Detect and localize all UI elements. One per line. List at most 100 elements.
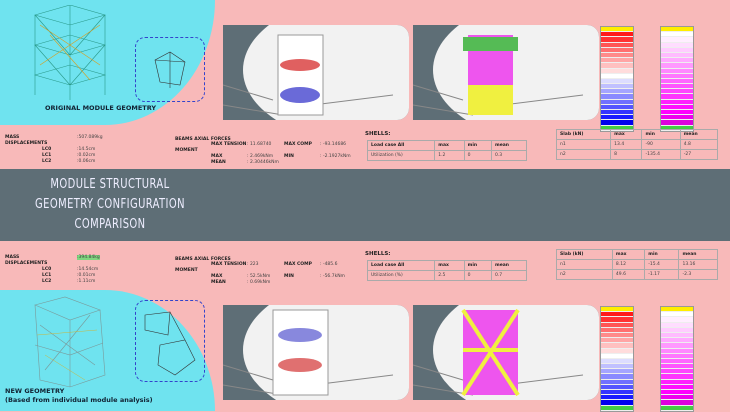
legend-swatch [661,307,693,313]
table-row: Utilization (%) 1.2 0 0.3 [366,150,527,161]
legend-swatch [601,364,633,370]
table-cell: 0 [463,150,493,161]
table-row: n1 13.4 -90 4.8 [555,139,719,150]
max-tension-value: : 11.68740 [247,142,272,147]
legend-swatch [661,42,693,48]
legend-swatch [661,353,693,359]
legend-swatch [661,338,693,344]
legend-swatch [601,369,633,375]
legend-swatch [661,327,693,333]
legend-swatch [661,68,693,74]
table-cell: mean [678,249,718,260]
lc1-value: :0.02cm [77,153,96,158]
lc1-label: LC1 [42,273,52,278]
table-cell: max [434,140,465,151]
table-cell: Load case All [366,260,436,271]
legend-swatch [661,379,693,385]
legend-swatch [601,374,633,380]
max-label: MAX [211,274,223,279]
table-row: Slab (kN) max min mean [556,249,718,260]
legend-swatch [661,348,693,354]
mean-value: : 0.69kNm [247,280,271,285]
table-cell: n2 [556,269,613,280]
min-label: MIN [284,154,294,159]
legend-swatch [601,115,633,121]
beams-label: BEAMS AXIAL FORCES [175,137,231,142]
legend-swatch [661,369,693,375]
new-wireframe [34,296,106,388]
new-label: NEW GEOMETRY [5,387,65,395]
min-label: MIN [284,274,294,279]
legend-swatch [661,120,693,126]
slab-table: Slab (kN) max min mean n1 13.4 -90 4.8 n2 8 -135.4… [555,129,719,160]
legend-swatch [601,317,633,323]
table-cell: Load case All [366,140,436,151]
table-cell: mean [491,260,527,271]
table-cell: mean [491,140,527,151]
legend-swatch [601,327,633,333]
shells-label: SHELLS: [365,131,391,137]
legend-swatch [661,364,693,370]
lc1-value: :0.01cm [77,273,96,278]
lc1-label: LC1 [42,153,52,158]
table-cell: mean [679,129,719,140]
moment-label: MOMENT [175,148,198,153]
utilization-legend-new [660,306,694,412]
legend-swatch [601,307,633,313]
legend-swatch [601,343,633,349]
table-cell: 13.16 [678,259,718,270]
legend-swatch [601,32,633,38]
legend-swatch [661,405,693,411]
table-cell: 13.4 [610,139,643,150]
legend-swatch [601,395,633,401]
mean-value: : 2.30446kNm [247,160,279,165]
legend-swatch [661,115,693,121]
legend-swatch [601,390,633,396]
legend-swatch [601,322,633,328]
table-cell: -27 [679,149,719,160]
max-comp-label: MAX COMP [284,142,312,147]
slab-table: Slab (kN) max min mean n1 8.12 -15.4 13.16 n2 49.… [556,249,718,280]
legend-swatch [661,390,693,396]
legend-swatch [661,358,693,365]
legend-swatch [601,58,633,64]
legend-swatch [661,110,693,116]
moment-legend-original [600,26,634,132]
legend-swatch [661,384,693,390]
legend-swatch [661,78,693,85]
legend-swatch [661,63,693,69]
max-comp-value: : -93.14686 [320,142,347,147]
max-label: MAX [211,154,223,159]
legend-swatch [661,312,693,318]
lc2-label: LC2 [42,159,52,164]
table-cell: Utilization (%) [366,150,436,161]
moment-legend-new [600,306,634,412]
lc0-value: :14.5cm [77,147,96,152]
legend-swatch [661,104,693,110]
mean-label: MEAN [211,160,226,165]
original-results: MASS :507.089kg DISPLACEMENTS LC0 :14.5c… [0,125,730,169]
lc0-label: LC0 [42,147,52,152]
legend-swatch [601,99,633,105]
table-cell: 8.12 [611,259,646,270]
legend-swatch [601,42,633,48]
legend-swatch [661,52,693,59]
legend-swatch [661,84,693,90]
legend-swatch [601,348,633,354]
table-row: Load case All max min mean [366,260,527,271]
legend-swatch [601,338,633,344]
table-cell: n1 [556,259,613,270]
table-cell: 0.3 [491,150,527,161]
table-cell: Slab (kN) [556,249,613,260]
legend-swatch [661,322,693,328]
lc0-label: LC0 [42,267,52,272]
legend-swatch [601,358,633,365]
legend-swatch [601,332,633,339]
beams-label: BEAMS AXIAL FORCES [175,257,231,262]
legend-swatch [661,58,693,64]
legend-swatch [661,343,693,349]
table-cell: Utilization (%) [366,270,436,281]
legend-swatch [601,47,633,53]
render-moment-original [223,25,409,120]
displacements-label: DISPLACEMENTS [5,261,48,266]
